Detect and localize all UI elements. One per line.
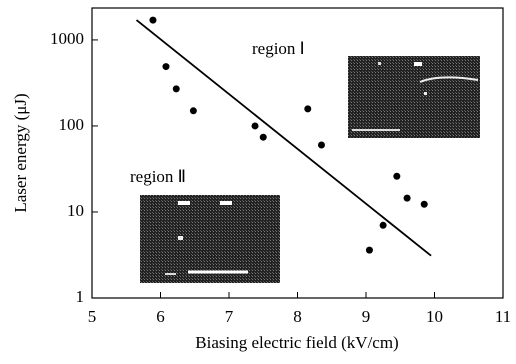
y-axis-label: Laser energy (μJ) <box>11 93 30 212</box>
data-point <box>421 201 428 208</box>
annotation: region Ⅱ <box>130 167 186 186</box>
data-point <box>162 63 169 70</box>
x-axis-label: Biasing electric field (kV/cm) <box>195 333 398 352</box>
x-tick-label: 5 <box>88 307 97 326</box>
data-point <box>404 195 411 202</box>
data-point <box>318 142 325 149</box>
page: Biasing electric field (kV/cm) Laser ene… <box>0 0 516 364</box>
inset-region-2 <box>140 195 280 283</box>
data-point <box>173 85 180 92</box>
x-tick-label: 11 <box>495 307 511 326</box>
y-tick-label: 1000 <box>50 29 84 48</box>
chart: Biasing electric field (kV/cm) Laser ene… <box>0 0 516 359</box>
data-point <box>366 247 373 254</box>
x-tick-label: 8 <box>293 307 302 326</box>
x-tick-label: 10 <box>426 307 443 326</box>
x-tick-label: 9 <box>362 307 371 326</box>
annotation: region Ⅰ <box>252 39 305 58</box>
data-point <box>149 17 156 24</box>
x-tick-label: 7 <box>225 307 234 326</box>
y-tick-label: 100 <box>59 115 85 134</box>
data-point <box>393 173 400 180</box>
y-tick-label: 10 <box>67 201 84 220</box>
data-point <box>252 122 259 129</box>
data-point <box>260 134 267 141</box>
data-point <box>190 107 197 114</box>
data-point <box>380 222 387 229</box>
x-tick-label: 6 <box>156 307 165 326</box>
y-tick-label: 1 <box>76 287 85 306</box>
data-point <box>304 105 311 112</box>
inset-region-1 <box>348 56 480 138</box>
